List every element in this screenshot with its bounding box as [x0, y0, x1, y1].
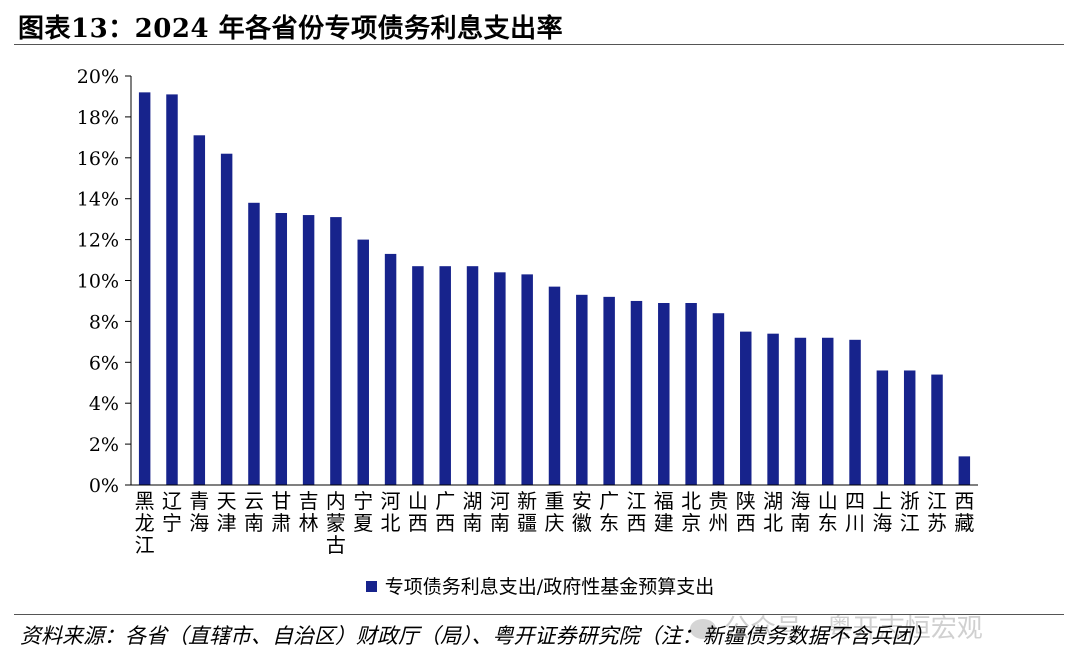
- y-tick-label: 10%: [77, 271, 119, 293]
- legend: 专项债务利息支出/政府性基金预算支出: [0, 572, 1080, 599]
- x-tick-label: 重庆: [545, 489, 565, 535]
- bar: [903, 370, 916, 485]
- source-note: 资料来源：各省（直辖市、自治区）财政厅（局）、粤开证券研究院（注：新疆债务数据不…: [20, 624, 934, 648]
- x-axis: 黑龙江辽宁青海天津云南甘肃吉林内蒙古宁夏河北山西广西湖南河南新疆重庆安徽广东江西…: [131, 484, 978, 557]
- bar: [794, 337, 807, 485]
- x-tick-label: 云南: [244, 489, 264, 535]
- x-tick-label: 海南: [790, 489, 810, 535]
- y-tick-label: 14%: [77, 189, 119, 211]
- bar: [357, 239, 369, 485]
- y-tick-label: 0%: [89, 475, 119, 497]
- bar: [439, 266, 451, 485]
- bar: [576, 294, 588, 485]
- bars: [138, 92, 971, 486]
- bar: [876, 370, 889, 485]
- x-tick-label: 四川: [845, 489, 865, 535]
- x-tick-label: 浙江: [900, 489, 920, 535]
- x-tick-label: 安徽: [572, 489, 592, 535]
- y-tick-label: 4%: [89, 393, 119, 415]
- x-tick-label: 山东: [818, 489, 838, 535]
- bar: [931, 374, 943, 485]
- bar: [849, 339, 861, 485]
- y-tick-label: 6%: [89, 352, 119, 374]
- y-axis: 0% 2% 4% 6% 8% 10% 12% 14% 16% 18% 20%: [77, 66, 132, 497]
- x-tick-label: 广西: [435, 489, 455, 535]
- x-tick-label: 内蒙古: [326, 489, 346, 557]
- bar: [412, 266, 424, 485]
- y-tick-label: 8%: [89, 311, 119, 333]
- x-tick-label: 贵州: [708, 489, 728, 535]
- bar: [166, 94, 178, 486]
- x-tick-label: 西藏: [954, 489, 974, 535]
- y-tick-label: 16%: [77, 148, 119, 170]
- bar: [685, 303, 697, 485]
- bar: [138, 92, 151, 486]
- bar: [494, 272, 506, 485]
- y-tick-label: 20%: [77, 66, 119, 88]
- x-tick-label: 吉林: [299, 489, 319, 535]
- x-tick-label: 河南: [490, 489, 510, 535]
- x-tick-label: 福建: [654, 489, 674, 535]
- bar: [821, 337, 834, 485]
- y-tick-label: 2%: [89, 434, 119, 456]
- wechat-icon: [690, 619, 716, 639]
- x-tick-label: 江西: [626, 489, 646, 535]
- x-tick-label: 新疆: [517, 489, 537, 535]
- x-tick-label: 上海: [872, 489, 892, 535]
- legend-label: 专项债务利息支出/政府性基金预算支出: [384, 576, 715, 598]
- bar: [603, 296, 615, 485]
- x-tick-label: 广东: [599, 489, 619, 535]
- x-tick-label: 甘肃: [271, 489, 291, 535]
- legend-swatch: [365, 581, 377, 592]
- bar: [275, 213, 288, 485]
- bar: [658, 303, 670, 485]
- x-tick-label: 天津: [217, 489, 237, 535]
- x-tick-label: 湖南: [463, 489, 483, 535]
- x-tick-label: 辽宁: [162, 489, 182, 535]
- x-tick-label: 青海: [189, 489, 209, 535]
- bar: [548, 286, 561, 485]
- bar: [630, 300, 643, 485]
- x-tick-label: 陕西: [736, 489, 756, 535]
- watermark: 公众号 · 粤开志恒宏观: [690, 608, 983, 645]
- watermark-text: 公众号 · 粤开志恒宏观: [724, 614, 983, 644]
- x-tick-label: 湖北: [763, 489, 783, 535]
- bar: [466, 266, 479, 485]
- x-tick-label: 山西: [408, 489, 428, 535]
- y-tick-label: 12%: [77, 230, 119, 252]
- x-tick-label: 宁夏: [353, 489, 373, 535]
- bar: [248, 202, 260, 486]
- title-divider: [14, 44, 1064, 45]
- y-tick-label: 18%: [77, 107, 119, 129]
- x-tick-label: 河北: [381, 489, 401, 535]
- bar: [193, 135, 206, 486]
- bar: [712, 313, 725, 485]
- bar: [302, 215, 315, 485]
- bar: [384, 253, 397, 485]
- bar: [220, 153, 233, 485]
- x-tick-label: 黑龙江: [135, 489, 155, 557]
- bar: [958, 456, 971, 485]
- bar: [330, 217, 342, 485]
- bar: [521, 274, 533, 485]
- chart-title: 图表13：2024 年各省份专项债务利息支出率: [18, 14, 564, 44]
- x-tick-label: 江苏: [927, 489, 947, 535]
- x-tick-label: 北京: [681, 489, 701, 535]
- bar: [767, 333, 779, 485]
- bar: [740, 331, 752, 486]
- source-divider: [14, 614, 1064, 615]
